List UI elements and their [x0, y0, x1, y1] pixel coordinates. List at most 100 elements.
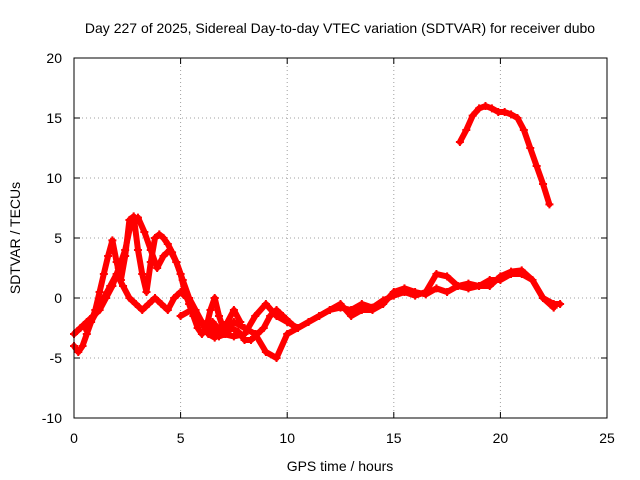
data-point [526, 144, 535, 152]
y-tick-label: -5 [50, 350, 63, 366]
series-markers-track-5 [208, 266, 558, 341]
data-point [545, 200, 554, 209]
x-tick-label: 25 [599, 430, 615, 446]
data-point [133, 246, 142, 254]
data-point [157, 300, 166, 308]
data-point [133, 213, 142, 222]
y-tick-label: 20 [46, 50, 62, 66]
data-point [74, 348, 83, 356]
data-point [165, 246, 174, 254]
chart-title: Day 227 of 2025, Sidereal Day-to-day VTE… [85, 20, 595, 36]
data-point [138, 306, 147, 314]
data-point [432, 270, 441, 278]
data-point [206, 306, 215, 314]
data-point [400, 288, 409, 296]
data-point [82, 330, 91, 338]
data-point [121, 246, 130, 254]
data-point [315, 312, 324, 320]
data-point [261, 348, 270, 356]
data-point [151, 234, 160, 242]
data-point [159, 252, 168, 260]
data-point [214, 312, 223, 320]
series-layer [70, 102, 565, 362]
data-point [87, 318, 96, 326]
data-point [379, 296, 388, 305]
y-axis-label: SDTVAR / TECUs [7, 182, 23, 294]
data-point [336, 303, 345, 312]
data-point [80, 324, 89, 332]
data-point [240, 330, 249, 338]
data-point [513, 114, 522, 122]
x-axis-label: GPS time / hours [287, 458, 394, 474]
data-point [485, 282, 494, 290]
y-tick-label: -10 [42, 410, 62, 426]
data-point [464, 284, 473, 293]
data-point [125, 294, 134, 302]
data-point [389, 291, 398, 300]
data-point [138, 270, 147, 278]
series-markers-track-6 [455, 102, 554, 209]
data-point [99, 294, 108, 302]
x-tick-label: 10 [279, 430, 295, 446]
data-point [519, 126, 528, 134]
data-point [462, 126, 471, 134]
data-point [475, 104, 484, 113]
data-point [481, 102, 490, 110]
data-point [163, 240, 172, 248]
data-point [272, 354, 281, 362]
data-point [432, 284, 441, 293]
y-tick-label: 0 [54, 290, 62, 306]
data-point [325, 306, 334, 314]
data-point [229, 318, 238, 326]
data-point [112, 270, 121, 278]
data-point [500, 108, 509, 116]
ticks-layer: 0 5 10 15 20 25 -10 -5 0 5 10 15 20 [42, 50, 615, 446]
y-tick-label: 5 [54, 230, 62, 246]
data-point [487, 104, 496, 113]
data-point [104, 252, 113, 260]
data-point [368, 303, 377, 312]
data-point [99, 270, 108, 278]
x-tick-label: 5 [177, 430, 185, 446]
data-point [208, 318, 217, 326]
data-point [178, 276, 187, 284]
data-point [528, 276, 537, 284]
x-tick-label: 15 [386, 430, 402, 446]
data-point [443, 272, 452, 281]
data-point [468, 111, 477, 120]
x-tick-label: 20 [493, 430, 509, 446]
data-point [272, 312, 281, 320]
data-point [159, 234, 168, 242]
data-point [106, 282, 115, 290]
data-point [187, 306, 196, 314]
y-tick-label: 10 [46, 170, 62, 186]
data-point [146, 246, 155, 254]
data-point [304, 318, 313, 326]
series-line-track-3 [81, 271, 299, 343]
data-point [229, 306, 238, 314]
x-tick-label: 0 [70, 430, 78, 446]
data-point [517, 266, 526, 275]
data-point [153, 264, 162, 272]
data-point [251, 312, 260, 320]
data-point [251, 330, 260, 338]
data-point [78, 342, 87, 350]
data-point [176, 312, 185, 320]
data-point [114, 264, 123, 272]
data-point [93, 306, 102, 314]
data-point [119, 282, 128, 290]
data-point [507, 267, 516, 276]
data-point [170, 294, 179, 302]
data-point [556, 300, 565, 308]
data-point [142, 288, 151, 296]
data-point [507, 110, 516, 119]
data-point [443, 288, 452, 296]
data-point [261, 300, 270, 308]
data-point [539, 294, 548, 302]
data-point [127, 216, 136, 224]
data-point [155, 230, 164, 239]
data-point [108, 236, 117, 245]
data-point [210, 294, 219, 302]
